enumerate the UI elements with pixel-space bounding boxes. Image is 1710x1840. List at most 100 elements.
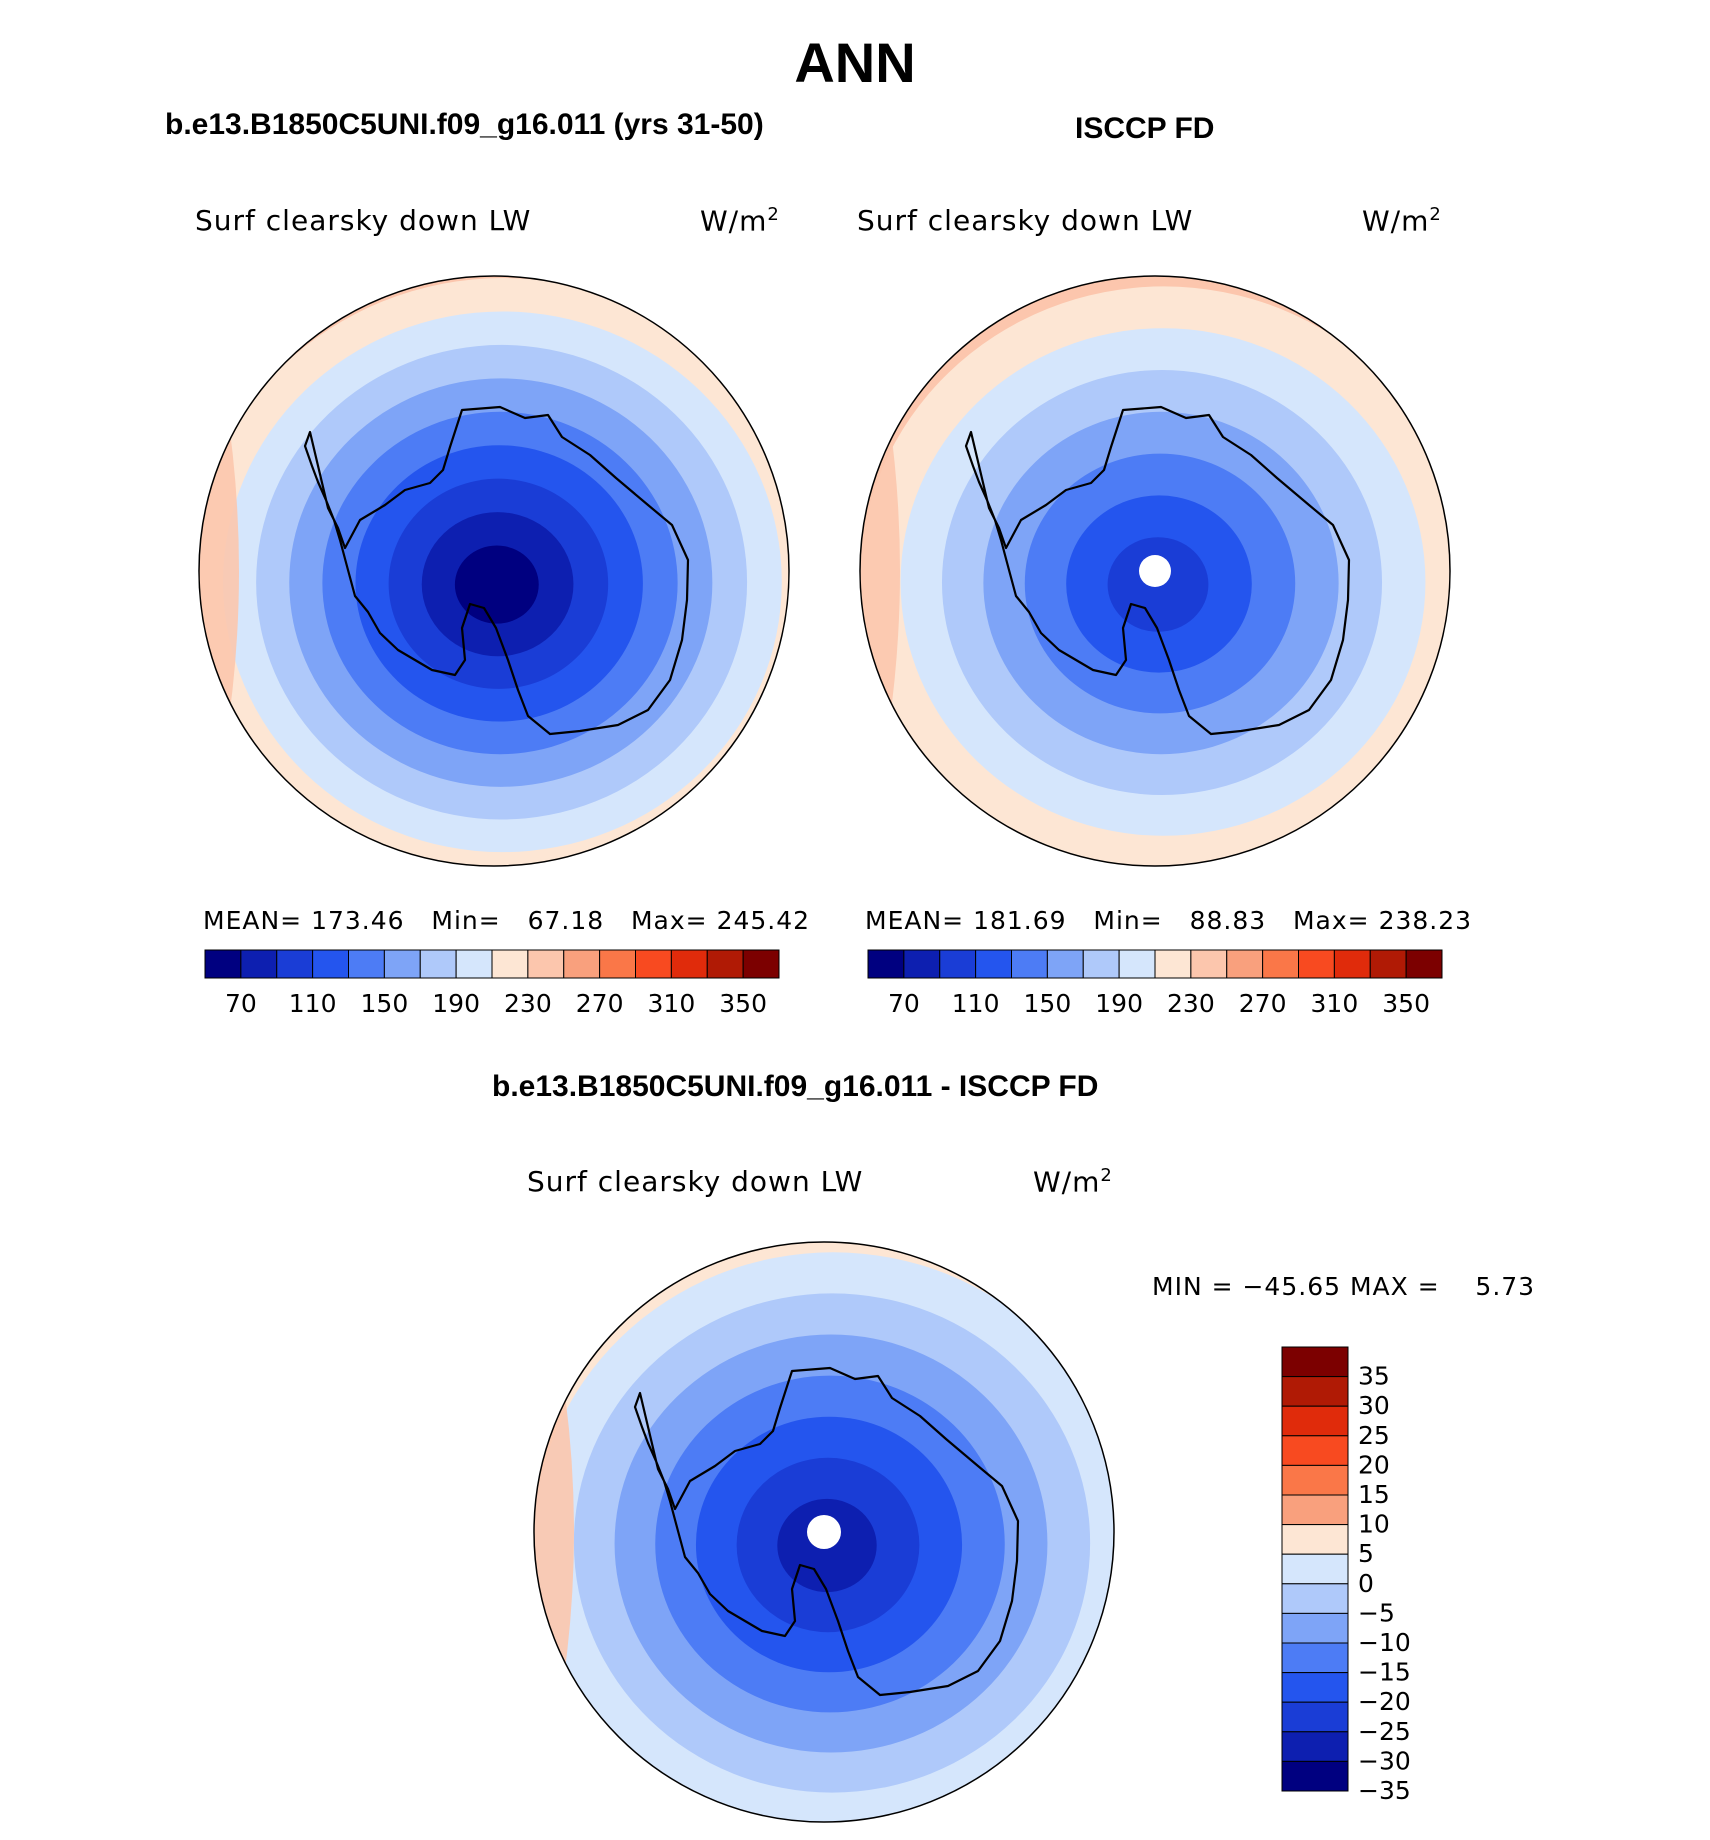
colorbar-swatch <box>1154 949 1192 979</box>
diff-variable-label: Surf clearsky down LW <box>527 1165 864 1198</box>
colorbar-swatch <box>1281 1494 1349 1526</box>
colorbar-tick-label: −15 <box>1358 1658 1411 1687</box>
colorbar-tick-label: 30 <box>1358 1391 1390 1420</box>
colorbar-swatch <box>1405 949 1443 979</box>
difference-title: b.e13.B1850C5UNI.f09_g16.011 - ISCCP FD <box>492 1070 1099 1103</box>
colorbar-tick-label: 70 <box>888 989 920 1018</box>
colorbar-swatch <box>240 949 278 979</box>
colorbar-swatch <box>1281 1405 1349 1437</box>
obs-case-title: ISCCP FD <box>1075 112 1215 145</box>
colorbar-tick-label: 270 <box>1239 989 1287 1018</box>
map-boundary <box>859 275 1451 867</box>
colorbar-swatch <box>312 949 349 979</box>
model-colorbar: 70 110 150 190 230 270 310 350 <box>204 949 780 1018</box>
coastline <box>964 405 1351 736</box>
colorbar-tick-label: 35 <box>1358 1362 1390 1391</box>
colorbar-swatch <box>1226 949 1264 979</box>
colorbar-tick-label: 110 <box>289 989 337 1018</box>
colorbar-swatch <box>383 949 421 979</box>
colorbar-tick-label: −10 <box>1358 1628 1411 1657</box>
colorbar-swatch <box>455 949 493 979</box>
model-case-title: b.e13.B1850C5UNI.f09_g16.011 (yrs 31-50) <box>165 108 764 141</box>
figure-title: ANN <box>794 31 916 94</box>
colorbar-swatch <box>1281 1376 1349 1407</box>
colorbar-swatch <box>1281 1642 1349 1674</box>
colorbar-tick-label: 190 <box>432 989 480 1018</box>
colorbar-swatch <box>1281 1612 1349 1644</box>
colorbar-swatch <box>1281 1701 1349 1733</box>
colorbar-swatch <box>635 949 672 979</box>
colorbar-tick-label: −30 <box>1358 1746 1411 1775</box>
colorbar-swatch <box>1281 1524 1349 1555</box>
colorbar-swatch <box>939 949 977 979</box>
contour-band <box>454 545 539 624</box>
colorbar-tick-label: 150 <box>361 989 409 1018</box>
pole-missing-data <box>807 1515 841 1549</box>
obs-polar-map <box>859 275 1451 867</box>
colorbar-tick-label: 110 <box>952 989 1000 1018</box>
colorbar-tick-label: 0 <box>1358 1569 1374 1598</box>
colorbar-swatch <box>1333 949 1371 979</box>
contour-band-edge <box>199 276 239 866</box>
model-stats: MEAN= 173.46 Min= 67.18 Max= 245.42 <box>203 906 811 935</box>
contour-band-edge <box>534 1242 574 1822</box>
model-polar-map <box>198 275 790 867</box>
diff-units-label: W/m2 <box>1033 1165 1113 1199</box>
colorbar-swatch <box>419 949 457 979</box>
colorbar-swatch <box>527 949 565 979</box>
colorbar-swatch <box>903 949 941 979</box>
colorbar-tick-label: 230 <box>1167 989 1215 1018</box>
colorbar-swatch <box>1281 1672 1349 1703</box>
colorbar-tick-label: −20 <box>1358 1687 1411 1716</box>
contour-band-edge <box>860 276 900 866</box>
colorbar-tick-label: 190 <box>1095 989 1143 1018</box>
colorbar-swatch <box>706 949 744 979</box>
colorbar-swatch <box>1011 949 1048 979</box>
colorbar-swatch <box>1118 949 1156 979</box>
colorbar-tick-label: 310 <box>1311 989 1359 1018</box>
obs-stats: MEAN= 181.69 Min= 88.83 Max= 238.23 <box>865 906 1473 935</box>
colorbar-swatch <box>1262 949 1299 979</box>
colorbar-swatch <box>563 949 601 979</box>
colorbar-swatch <box>1046 949 1084 979</box>
obs-variable-label: Surf clearsky down LW <box>857 204 1194 237</box>
colorbar-swatch <box>1281 1435 1349 1466</box>
colorbar-swatch <box>1281 1346 1349 1378</box>
colorbar-tick-label: −25 <box>1358 1717 1411 1746</box>
pole-missing-data <box>1139 555 1171 587</box>
colorbar-tick-label: −5 <box>1358 1598 1395 1627</box>
model-variable-label: Surf clearsky down LW <box>195 204 532 237</box>
colorbar-swatch <box>1281 1760 1349 1792</box>
map-boundary <box>198 275 790 867</box>
colorbar-tick-label: 150 <box>1024 989 1072 1018</box>
colorbar-swatch <box>975 949 1012 979</box>
map-boundary <box>533 1241 1115 1823</box>
colorbar-swatch <box>1281 1731 1349 1762</box>
colorbar-swatch <box>1281 1553 1349 1585</box>
coastline <box>303 405 690 736</box>
colorbar-swatch <box>204 949 242 979</box>
colorbar-swatch <box>348 949 385 979</box>
colorbar-tick-label: 70 <box>225 989 257 1018</box>
colorbar-tick-label: 270 <box>576 989 624 1018</box>
coastline <box>633 1366 1020 1697</box>
colorbar-swatch <box>1298 949 1335 979</box>
model-units-label: W/m2 <box>700 204 780 238</box>
colorbar-swatch <box>1369 949 1407 979</box>
colorbar-tick-label: 230 <box>504 989 552 1018</box>
colorbar-swatch <box>670 949 708 979</box>
colorbar-swatch <box>742 949 780 979</box>
colorbar-tick-label: 350 <box>1382 989 1430 1018</box>
colorbar-tick-label: −35 <box>1358 1776 1411 1805</box>
obs-colorbar: 70 110 150 190 230 270 310 350 <box>867 949 1443 1018</box>
diff-minmax: MIN = −45.65 MAX = 5.73 <box>1152 1272 1536 1301</box>
colorbar-swatch <box>1190 949 1228 979</box>
colorbar-swatch <box>1082 949 1120 979</box>
colorbar-swatch <box>491 949 529 979</box>
colorbar-swatch <box>599 949 636 979</box>
colorbar-tick-label: 20 <box>1358 1450 1390 1479</box>
difference-polar-map <box>533 1241 1115 1823</box>
colorbar-tick-label: 310 <box>648 989 696 1018</box>
